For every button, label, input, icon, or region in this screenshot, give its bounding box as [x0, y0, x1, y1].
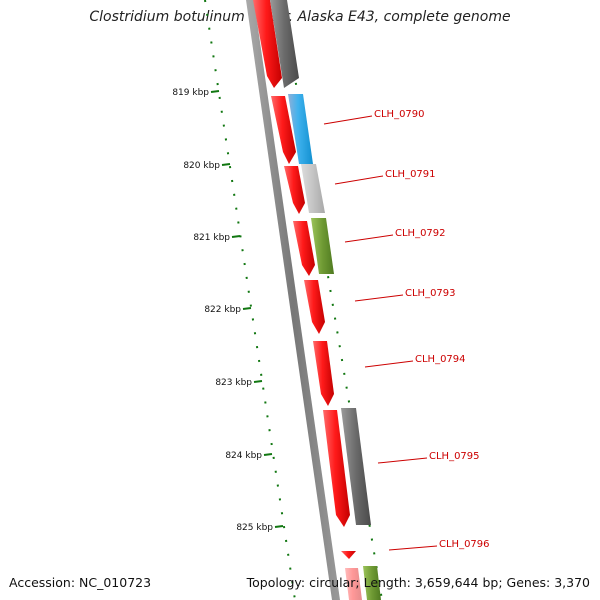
scale-tick-mark — [210, 90, 220, 93]
gene-feature-red — [304, 280, 325, 334]
gene-label-leader — [334, 175, 384, 185]
accession-text: Accession: NC_010723 — [9, 575, 152, 590]
summary-text: Topology: circular; Length: 3,659,644 bp… — [246, 575, 590, 590]
scale-tick-label: 822 kbp — [204, 305, 241, 315]
gene-feature-green — [363, 566, 381, 600]
scale-tick-label: 819 kbp — [172, 88, 209, 98]
scale-tick-label: 825 kbp — [236, 523, 273, 533]
gene-feature-red — [345, 568, 362, 600]
gene-feature-green — [311, 218, 334, 274]
scale-tick-mark — [231, 235, 241, 238]
scale-tick-mark — [253, 380, 263, 383]
gene-label[interactable]: CLH_0791 — [385, 169, 436, 180]
gene-label-leader — [354, 294, 404, 302]
gene-label[interactable]: CLH_0792 — [395, 228, 446, 239]
gene-label[interactable]: CLH_0793 — [405, 288, 456, 299]
gene-label-leader — [323, 115, 373, 125]
gene-feature-red — [313, 341, 334, 406]
scale-tick-label: 823 kbp — [215, 378, 252, 388]
gene-label-leader — [344, 234, 394, 243]
gene-feature-gray — [270, 0, 299, 88]
gene-label-leader — [364, 360, 414, 368]
scale-dotted-ring — [204, 0, 296, 600]
scale-tick-label: 820 kbp — [183, 161, 220, 171]
gene-feature-red — [293, 221, 315, 276]
map-title: Clostridium botulinum E3 str. Alaska E43… — [89, 9, 511, 25]
gene-feature-red — [323, 410, 350, 527]
gene-label-leader — [388, 545, 438, 551]
gene-feature-red — [284, 166, 305, 214]
gene-label[interactable]: CLH_0796 — [439, 539, 490, 550]
scale-tick-mark — [242, 307, 252, 310]
gene-label[interactable]: CLH_0790 — [374, 109, 425, 120]
gene-label[interactable]: CLH_0795 — [429, 451, 480, 462]
gene-feature-red — [341, 551, 356, 559]
scale-tick-mark — [274, 525, 284, 528]
gene-feature-gray — [341, 408, 371, 525]
scale-tick-mark — [263, 453, 273, 456]
gene-feature-red — [253, 0, 282, 88]
gene-label[interactable]: CLH_0794 — [415, 354, 466, 365]
scale-tick-mark — [221, 163, 231, 166]
scale-tick-label: 824 kbp — [225, 451, 262, 461]
genome-backbone — [246, 0, 340, 600]
gene-feature-lightgray — [301, 164, 325, 213]
scale-tick-label: 821 kbp — [193, 233, 230, 243]
gene-feature-red — [271, 96, 296, 164]
gene-label-leader — [377, 457, 428, 464]
gene-feature-blue — [288, 94, 313, 164]
